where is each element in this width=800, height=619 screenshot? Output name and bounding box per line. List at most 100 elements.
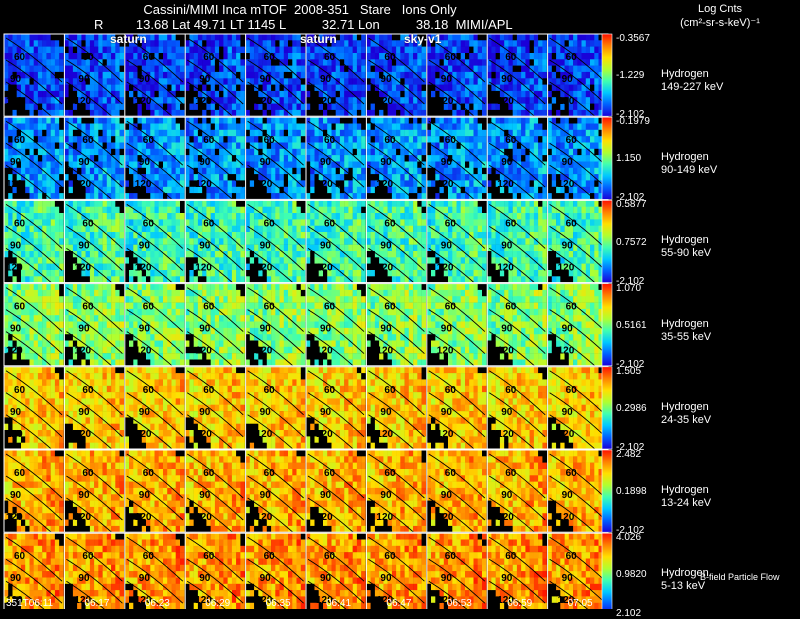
heatmap-cell (353, 130, 358, 137)
heatmap-cell (172, 104, 177, 111)
heatmap-cell (361, 85, 366, 92)
heatmap-cell (435, 155, 440, 162)
heatmap-cell (219, 276, 224, 283)
heatmap-cell (482, 124, 487, 131)
heatmap-cell (361, 257, 366, 264)
heatmap-cell (444, 40, 449, 47)
heatmap-cell (297, 110, 302, 117)
heatmap-cell (301, 143, 306, 150)
heatmap-cell (461, 136, 466, 143)
heatmap-cell (38, 257, 43, 264)
heatmap-cell (310, 276, 315, 283)
heatmap-cell (280, 136, 285, 143)
heatmap-cell (167, 59, 172, 66)
heatmap-cell (250, 91, 255, 98)
heatmap-cell (64, 193, 69, 200)
heatmap-cell (315, 200, 320, 207)
heatmap-cell (284, 257, 289, 264)
heatmap-cell (332, 276, 337, 283)
heatmap-cell (202, 200, 207, 207)
heatmap-cell (417, 193, 422, 200)
heatmap-cell (306, 232, 311, 239)
heatmap-cell (198, 143, 203, 150)
heatmap-cell (42, 207, 47, 214)
heatmap-cell (400, 180, 405, 187)
heatmap-cell (94, 232, 99, 239)
heatmap-cell (513, 40, 518, 47)
heatmap-cell (569, 34, 574, 41)
heatmap-cell (176, 276, 181, 283)
heatmap-cell (125, 276, 130, 283)
heatmap-cell (236, 257, 241, 264)
heatmap-cell (111, 78, 116, 85)
heatmap-cell (348, 207, 353, 214)
heatmap-cell (440, 143, 445, 150)
heatmap-cell (155, 117, 160, 124)
heatmap-cell (469, 155, 474, 162)
heatmap-cell (586, 136, 591, 143)
heatmap-cell (64, 162, 69, 169)
heatmap-cell (409, 117, 414, 124)
heatmap-cell (577, 91, 582, 98)
heatmap-cell (94, 276, 99, 283)
heatmap-cell (46, 207, 51, 214)
heatmap-cell (474, 149, 479, 156)
heatmap-cell (491, 193, 496, 200)
heatmap-cell (185, 110, 190, 117)
heatmap-cell (246, 53, 251, 60)
heatmap-cell (240, 136, 245, 143)
heatmap-cell (4, 47, 9, 54)
heatmap-cell (534, 78, 539, 85)
heatmap-cell (228, 270, 233, 277)
heatmap-cell (185, 85, 190, 92)
heatmap-cell (375, 72, 380, 79)
heatmap-cell (138, 53, 143, 60)
heatmap-cell (297, 207, 302, 214)
heatmap-cell (340, 180, 345, 187)
heatmap-cell (194, 193, 199, 200)
heatmap-cell (284, 200, 289, 207)
heatmap-cell (111, 143, 116, 150)
heatmap-cell (297, 257, 302, 264)
heatmap-cell (340, 40, 345, 47)
heatmap-cell (344, 213, 349, 220)
heatmap-cell (500, 59, 505, 66)
heatmap-cell (236, 187, 241, 194)
heatmap-cell (500, 117, 505, 124)
heatmap-cell (185, 66, 190, 73)
heatmap-cell (51, 245, 56, 252)
heatmap-cell (409, 143, 414, 150)
heatmap-cell (17, 110, 22, 117)
heatmap-cell (427, 180, 432, 187)
heatmap-cell (176, 104, 181, 111)
heatmap-cell (4, 162, 9, 169)
heatmap-cell (30, 40, 35, 47)
heatmap-cell (538, 85, 543, 92)
heatmap-cell (155, 276, 160, 283)
heatmap-cell (42, 213, 47, 220)
heatmap-cell (246, 97, 251, 104)
heatmap-cell (513, 34, 518, 41)
heatmap-cell (508, 193, 513, 200)
heatmap-cell (310, 238, 315, 245)
heatmap-cell (64, 130, 69, 137)
heatmap-cell (267, 207, 272, 214)
heatmap-cell (120, 276, 125, 283)
heatmap-cell (275, 34, 280, 41)
heatmap-cell (215, 251, 220, 258)
heatmap-cell (366, 232, 371, 239)
heatmap-cell (431, 91, 436, 98)
heatmap-cell (125, 174, 130, 181)
heatmap-cell (90, 207, 95, 214)
heatmap-cell (556, 162, 561, 169)
heatmap-cell (267, 40, 272, 47)
heatmap-cell (361, 40, 366, 47)
heatmap-cell (552, 47, 557, 54)
heatmap-cell (146, 193, 151, 200)
heatmap-cell (180, 257, 185, 264)
heatmap-cell (129, 66, 134, 73)
heatmap-cell (310, 136, 315, 143)
heatmap-cell (90, 251, 95, 258)
heatmap-cell (98, 232, 103, 239)
heatmap-cell (482, 168, 487, 175)
